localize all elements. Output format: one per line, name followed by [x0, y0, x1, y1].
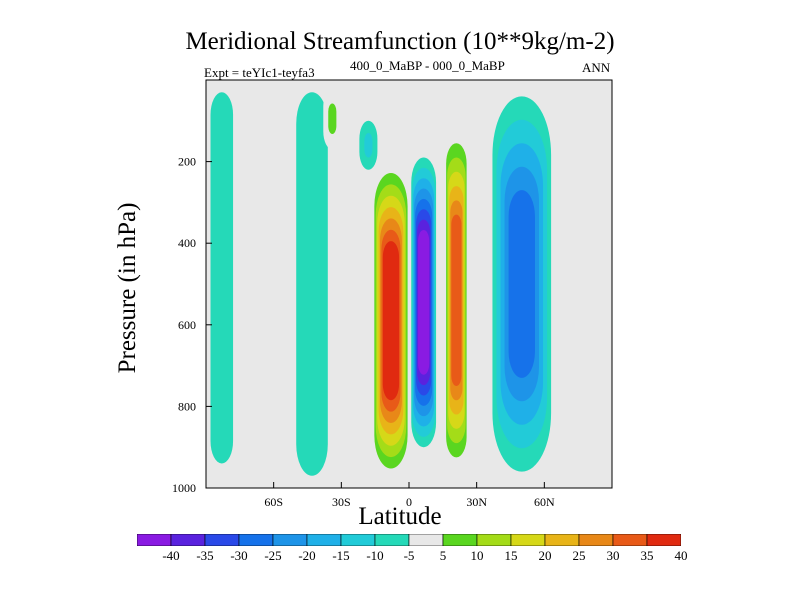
chart-title: Meridional Streamfunction (10**9kg/m-2)	[185, 28, 615, 55]
experiment-label: Expt = teYIc1-teyfa3	[204, 65, 315, 80]
period-label: 400_0_MaBP - 000_0_MaBP	[350, 58, 505, 73]
colorbar-label-40: 40	[674, 548, 688, 563]
contour-cell-south-upper-pos-level-10	[328, 103, 337, 135]
colorbar-swatch--40	[137, 534, 172, 546]
colorbar-label-20: 20	[538, 548, 552, 563]
contour-plot: 60S 30S 0 30N 60N 200 400 600 800 1000	[172, 79, 613, 509]
colorbar-swatch-30	[578, 534, 614, 546]
x-tick-label-60N: 60N	[534, 495, 555, 509]
colorbar-label--20: -20	[298, 548, 316, 563]
contour-hadley-north-pos-level-35	[451, 214, 462, 386]
y-tick-label-1000: 1000	[172, 481, 196, 495]
colorbar-swatch-10	[442, 534, 478, 546]
colorbar-swatch--5	[374, 534, 410, 546]
contour-lobe-far-south-level--5	[210, 92, 234, 464]
colorbar-swatch--25	[238, 534, 274, 546]
colorbar-swatch--20	[272, 534, 308, 546]
y-tick-label-400: 400	[178, 236, 196, 250]
x-axis-label: Latitude	[358, 503, 442, 530]
colorbar-label-15: 15	[504, 548, 518, 563]
contour-hadley-core-neg-level--40	[418, 229, 430, 375]
season-label: ANN	[582, 60, 611, 75]
colorbar-swatch--10	[340, 534, 376, 546]
colorbar-label-5: 5	[439, 548, 447, 563]
y-axis-label: Pressure (in hPa)	[114, 202, 141, 374]
colorbar-label--10: -10	[366, 548, 384, 563]
colorbar-label-10: 10	[470, 548, 484, 563]
colorbar-label-25: 25	[572, 548, 586, 563]
colorbar-swatch-25	[544, 534, 580, 546]
colorbar-label--35: -35	[196, 548, 214, 563]
contour-hadley-south-pos-level-40	[382, 241, 400, 401]
colorbar-label-30: 30	[606, 548, 620, 563]
colorbar-swatch--15	[306, 534, 342, 546]
colorbar-swatch-20	[510, 534, 546, 546]
colorbar-swatch--30	[204, 534, 240, 546]
x-tick-label-60S: 60S	[264, 495, 283, 509]
colorbar-swatch-40	[646, 534, 681, 546]
x-tick-label-30S: 30S	[332, 495, 351, 509]
y-tick-label-800: 800	[178, 399, 196, 413]
colorbar-label--15: -15	[332, 548, 350, 563]
colorbar-swatch-35	[612, 534, 648, 546]
x-tick-label-30N: 30N	[466, 495, 487, 509]
colorbar-swatch--35	[170, 534, 206, 546]
y-tick-label-600: 600	[178, 318, 196, 332]
colorbar	[137, 534, 681, 546]
colorbar-label--30: -30	[230, 548, 248, 563]
colorbar-label--25: -25	[264, 548, 282, 563]
contour-ferrel-north-neg-level--25	[508, 190, 535, 378]
colorbar-label--40: -40	[162, 548, 180, 563]
y-tick-label-200: 200	[178, 155, 196, 169]
x-tick-label-0: 0	[406, 495, 412, 509]
contour-cell-south-upper-neg-level--10	[364, 133, 373, 158]
colorbar-label-35: 35	[640, 548, 654, 563]
contour-lobe-south-weak-level--5	[296, 92, 328, 476]
colorbar-swatch-15	[476, 534, 512, 546]
colorbar-swatch-5	[408, 534, 444, 546]
colorbar-label--5: -5	[403, 548, 415, 563]
